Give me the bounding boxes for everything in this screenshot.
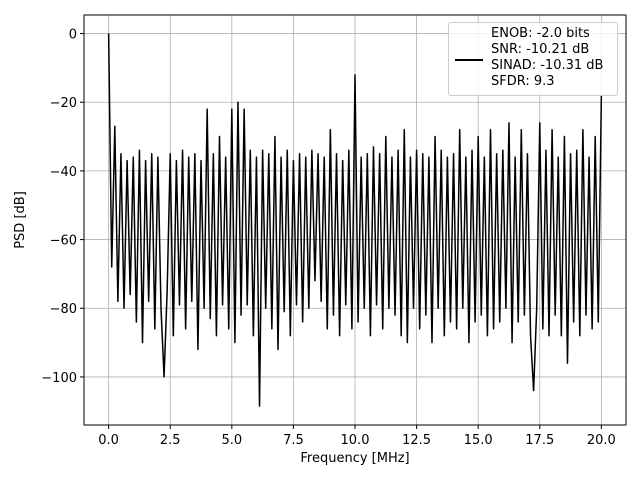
plot [107, 33, 603, 407]
y-tick-label: −60 [50, 234, 77, 249]
legend: ENOB: -2.0 bits SNR: -10.21 dB SINAD: -1… [448, 22, 618, 96]
x-tick-label: 12.5 [402, 433, 431, 448]
x-tick-label: 15.0 [464, 433, 493, 448]
y-tick-label: −20 [50, 96, 77, 111]
x-tick-label: 2.5 [160, 433, 181, 448]
ticks: 0.0 2.5 5.0 7.5 10.0 12.5 15.0 17.5 20.0 −100 −80 −… [41, 28, 616, 448]
y-tick-label: −80 [50, 302, 77, 317]
y-tick-label: 0 [69, 28, 77, 43]
x-tick-label: 5.0 [221, 433, 242, 448]
y-axis-label: PSD [dB] [13, 191, 28, 249]
y-tick-label: −40 [50, 165, 77, 180]
data-line [107, 33, 603, 407]
legend-line [455, 59, 483, 61]
x-axis-label: Frequency [MHz] [300, 451, 409, 466]
legend-label: ENOB: -2.0 bits SNR: -10.21 dB SINAD: -1… [491, 26, 604, 89]
x-tick-label: 10.0 [341, 433, 370, 448]
x-tick-label: 0.0 [98, 433, 119, 448]
x-tick-label: 20.0 [587, 433, 616, 448]
x-tick-label: 17.5 [525, 433, 554, 448]
y-tick-label: −100 [41, 371, 77, 386]
x-tick-label: 7.5 [283, 433, 304, 448]
